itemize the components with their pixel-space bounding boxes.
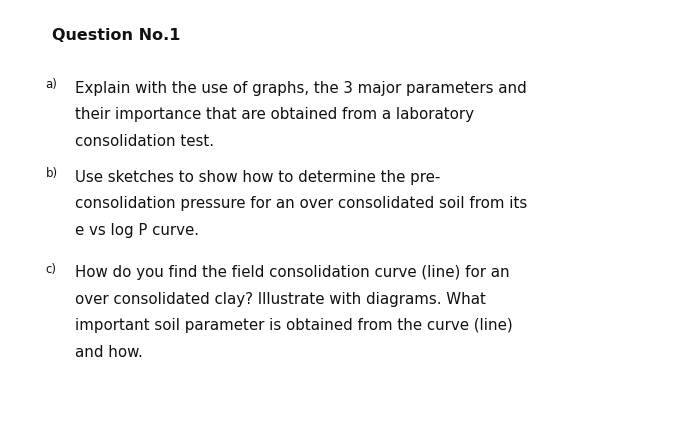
Text: Use sketches to show how to determine the pre-: Use sketches to show how to determine th… (75, 170, 440, 184)
Text: important soil parameter is obtained from the curve (line): important soil parameter is obtained fro… (75, 318, 512, 333)
Text: their importance that are obtained from a laboratory: their importance that are obtained from … (75, 107, 474, 122)
Text: consolidation test.: consolidation test. (75, 134, 214, 149)
Text: Question No.1: Question No.1 (52, 28, 181, 42)
Text: c): c) (46, 263, 57, 276)
Text: Explain with the use of graphs, the 3 major parameters and: Explain with the use of graphs, the 3 ma… (75, 81, 526, 95)
Text: b): b) (46, 167, 57, 181)
Text: consolidation pressure for an over consolidated soil from its: consolidation pressure for an over conso… (75, 196, 527, 211)
Text: over consolidated clay? Illustrate with diagrams. What: over consolidated clay? Illustrate with … (75, 292, 486, 307)
Text: and how.: and how. (75, 345, 143, 360)
Text: How do you find the field consolidation curve (line) for an: How do you find the field consolidation … (75, 265, 510, 280)
Text: e vs log P curve.: e vs log P curve. (75, 223, 199, 238)
Text: a): a) (46, 78, 57, 92)
